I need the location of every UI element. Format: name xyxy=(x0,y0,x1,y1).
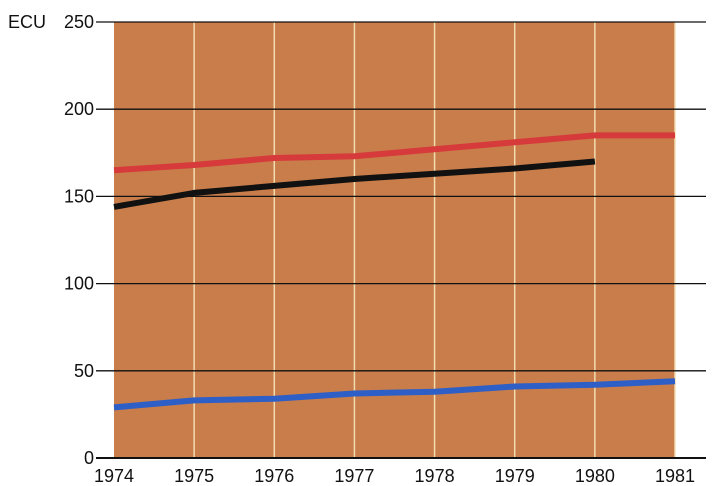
x-tick-label: 1976 xyxy=(254,466,294,486)
x-tick-label: 1980 xyxy=(575,466,615,486)
y-axis-unit-label: ECU xyxy=(8,12,46,32)
x-tick-label: 1974 xyxy=(94,466,134,486)
series-lines xyxy=(113,132,676,411)
horizontal-gridlines xyxy=(96,21,706,459)
x-tick-label: 1981 xyxy=(655,466,695,486)
y-tick-label: 250 xyxy=(64,12,94,32)
y-tick-label: 50 xyxy=(74,361,94,381)
x-tick-label: 1979 xyxy=(495,466,535,486)
x-tick-label: 1977 xyxy=(334,466,374,486)
y-tick-label: 100 xyxy=(64,274,94,294)
y-tick-label: 200 xyxy=(64,99,94,119)
y-tick-label: 150 xyxy=(64,186,94,206)
x-tick-label: 1975 xyxy=(174,466,214,486)
x-tick-labels: 1974 1975 1976 1977 1978 1979 1980 1981 xyxy=(94,466,695,486)
series-line-2 xyxy=(113,158,596,210)
y-tick-label: 0 xyxy=(84,448,94,468)
series-line-1 xyxy=(113,132,675,174)
x-tick-label: 1978 xyxy=(415,466,455,486)
series-line-3 xyxy=(113,378,676,411)
y-tick-labels: 0 50 100 150 200 250 xyxy=(64,12,94,468)
